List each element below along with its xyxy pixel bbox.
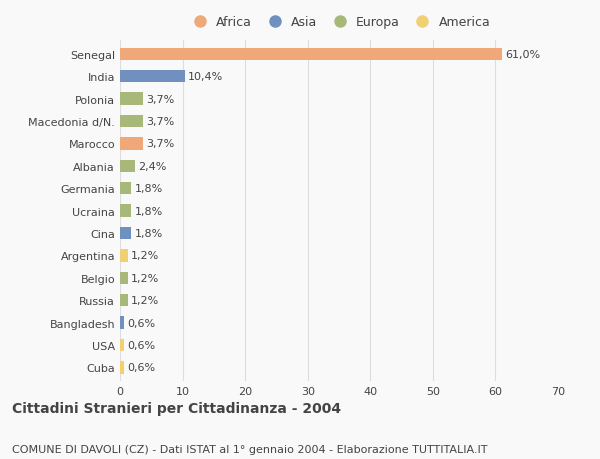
Text: 3,7%: 3,7%: [146, 95, 175, 104]
Bar: [120, 317, 124, 329]
Text: 1,8%: 1,8%: [134, 184, 163, 194]
Text: 0,6%: 0,6%: [127, 340, 155, 350]
Bar: [120, 183, 131, 195]
Text: 3,7%: 3,7%: [146, 139, 175, 149]
Legend: Africa, Asia, Europa, America: Africa, Asia, Europa, America: [185, 14, 493, 32]
Text: 1,8%: 1,8%: [134, 206, 163, 216]
Bar: [120, 71, 185, 83]
Text: 1,2%: 1,2%: [131, 251, 159, 261]
Text: 1,8%: 1,8%: [134, 229, 163, 239]
Bar: [120, 138, 143, 150]
Text: 61,0%: 61,0%: [505, 50, 540, 60]
Bar: [120, 250, 128, 262]
Bar: [120, 116, 143, 128]
Text: 0,6%: 0,6%: [127, 318, 155, 328]
Text: COMUNE DI DAVOLI (CZ) - Dati ISTAT al 1° gennaio 2004 - Elaborazione TUTTITALIA.: COMUNE DI DAVOLI (CZ) - Dati ISTAT al 1°…: [12, 444, 487, 454]
Text: 2,4%: 2,4%: [138, 162, 167, 172]
Bar: [120, 227, 131, 240]
Text: 1,2%: 1,2%: [131, 296, 159, 306]
Bar: [120, 339, 124, 351]
Bar: [120, 272, 128, 284]
Bar: [120, 49, 502, 61]
Bar: [120, 294, 128, 307]
Bar: [120, 93, 143, 106]
Text: Cittadini Stranieri per Cittadinanza - 2004: Cittadini Stranieri per Cittadinanza - 2…: [12, 402, 341, 415]
Text: 1,2%: 1,2%: [131, 273, 159, 283]
Bar: [120, 361, 124, 374]
Bar: [120, 160, 135, 173]
Text: 10,4%: 10,4%: [188, 72, 223, 82]
Bar: [120, 205, 131, 217]
Text: 3,7%: 3,7%: [146, 117, 175, 127]
Text: 0,6%: 0,6%: [127, 363, 155, 373]
